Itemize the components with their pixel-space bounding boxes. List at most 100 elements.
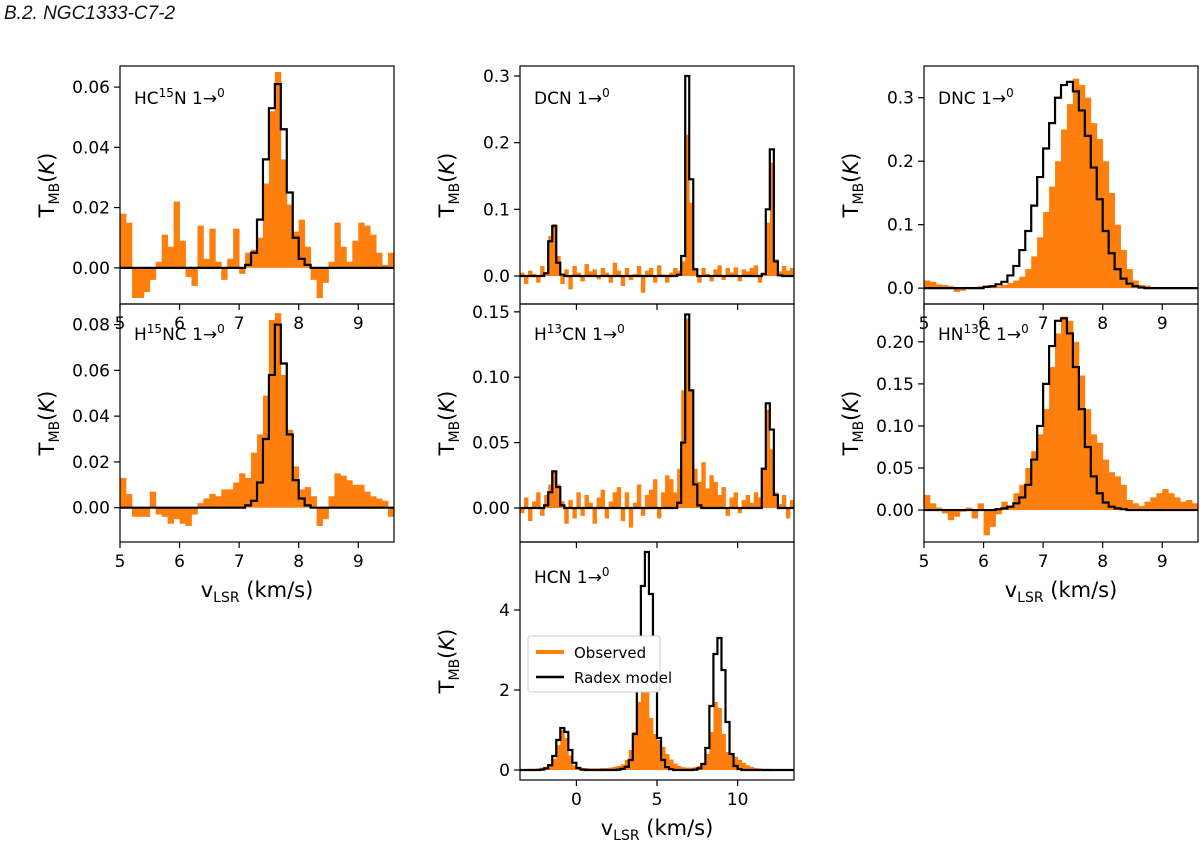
observed-bar (340, 475, 347, 508)
observed-bar (995, 510, 1002, 515)
y-axis-label: TMB(K) (435, 391, 463, 457)
observed-bar (729, 754, 734, 770)
observed-bar (689, 202, 694, 276)
observed-bar (1102, 459, 1110, 511)
model-line (924, 80, 1198, 290)
observed-bar (584, 264, 589, 276)
observed-bar (185, 267, 192, 277)
model-line (520, 550, 794, 772)
observed-bar (785, 270, 791, 276)
observed-bar (1049, 367, 1056, 511)
y-axis-label: TMB(K) (839, 153, 867, 219)
observed-bar (316, 267, 323, 298)
y-tick-label: 2 (499, 681, 510, 701)
y-axis-label: TMB(K) (839, 391, 867, 457)
y-tick-label: 0.04 (72, 407, 110, 427)
observed-bar (1174, 497, 1181, 511)
panel-hn13c: 0.00 0.05 0.10 0.15 0.20 5 6 7 8 9 TMB(K) vLSR (km/… (839, 303, 1199, 606)
observed-bar (624, 268, 630, 276)
observed-bar (689, 390, 694, 508)
observed-bar (346, 480, 353, 508)
observed-bar (161, 234, 169, 268)
observed-bar (1096, 442, 1104, 511)
observed-bar (1013, 493, 1020, 511)
observed-bar (652, 479, 658, 508)
observed-bar (977, 503, 984, 511)
observed-bar (548, 484, 553, 508)
observed-bar (729, 497, 734, 508)
observed-bar (520, 508, 525, 514)
legend: Observed Radex model (527, 635, 672, 693)
plot-area-dnc (924, 78, 1198, 292)
observed-bar (773, 259, 779, 276)
observed-bar (947, 510, 955, 521)
observed-bar (572, 266, 577, 276)
observed-bar (280, 374, 288, 508)
model-line (520, 74, 794, 278)
observed-bar (1049, 186, 1056, 289)
observed-bar (540, 266, 545, 276)
observed-bar (544, 494, 549, 508)
observed-bar (1055, 333, 1062, 511)
observed-bar (965, 507, 973, 511)
observed-bar (929, 281, 937, 289)
observed-bar (989, 510, 996, 527)
observed-bar (572, 508, 577, 519)
observed-bar (753, 265, 759, 276)
observed-bar (524, 276, 529, 284)
model-line (924, 317, 1198, 512)
observed-bar (221, 489, 228, 508)
observed-bar (725, 752, 730, 770)
x-tick-label: 5 (652, 790, 663, 810)
observed-bar (1084, 97, 1092, 289)
observed-bar (1120, 484, 1127, 511)
observed-bar (685, 318, 690, 508)
observed-bar (761, 468, 767, 508)
observed-bar (983, 510, 990, 536)
observed-bar (941, 284, 949, 289)
observed-bar (1114, 476, 1121, 511)
observed-bar (394, 259, 400, 268)
observed-bar (677, 468, 682, 508)
observed-bar (995, 286, 1002, 289)
model-line (120, 323, 394, 509)
y-tick-label: 0.0 (887, 279, 914, 299)
panel-label: DCN 1→0 (534, 86, 610, 109)
observed-bar (765, 222, 771, 276)
plot-area-h13cn (520, 313, 794, 528)
y-tick-label: 0.20 (876, 333, 914, 353)
x-tick-label: 5 (115, 552, 126, 572)
observed-bar (685, 134, 690, 276)
observed-bar (1037, 237, 1044, 289)
observed-bar (556, 484, 561, 508)
x-tick-label: 10 (727, 790, 749, 810)
observed-bar (608, 501, 614, 508)
observed-bar (640, 508, 646, 516)
observed-bar (673, 763, 678, 770)
observed-bar (1061, 316, 1068, 511)
observed-bar (1150, 497, 1157, 511)
observed-bar (328, 261, 335, 268)
y-tick-label: 0 (499, 761, 510, 781)
observed-bar (608, 276, 614, 283)
observed-bar (616, 487, 622, 508)
observed-bar (612, 492, 618, 508)
observed-bar (725, 508, 730, 516)
observed-bar (1162, 489, 1169, 511)
observed-bar (1180, 501, 1187, 511)
observed-bar (636, 266, 642, 276)
observed-bar (592, 508, 597, 524)
observed-bar (552, 471, 557, 508)
observed-bar (781, 494, 787, 508)
observed-bar (701, 268, 706, 276)
x-tick-label: 9 (353, 314, 364, 334)
observed-bar (382, 264, 389, 268)
y-tick-label: 0.06 (72, 78, 110, 98)
observed-bar (717, 265, 722, 276)
observed-bar (713, 702, 718, 770)
observed-bar (167, 507, 175, 524)
observed-bar (681, 767, 686, 770)
observed-bar (274, 313, 282, 508)
observed-bar (215, 496, 222, 508)
